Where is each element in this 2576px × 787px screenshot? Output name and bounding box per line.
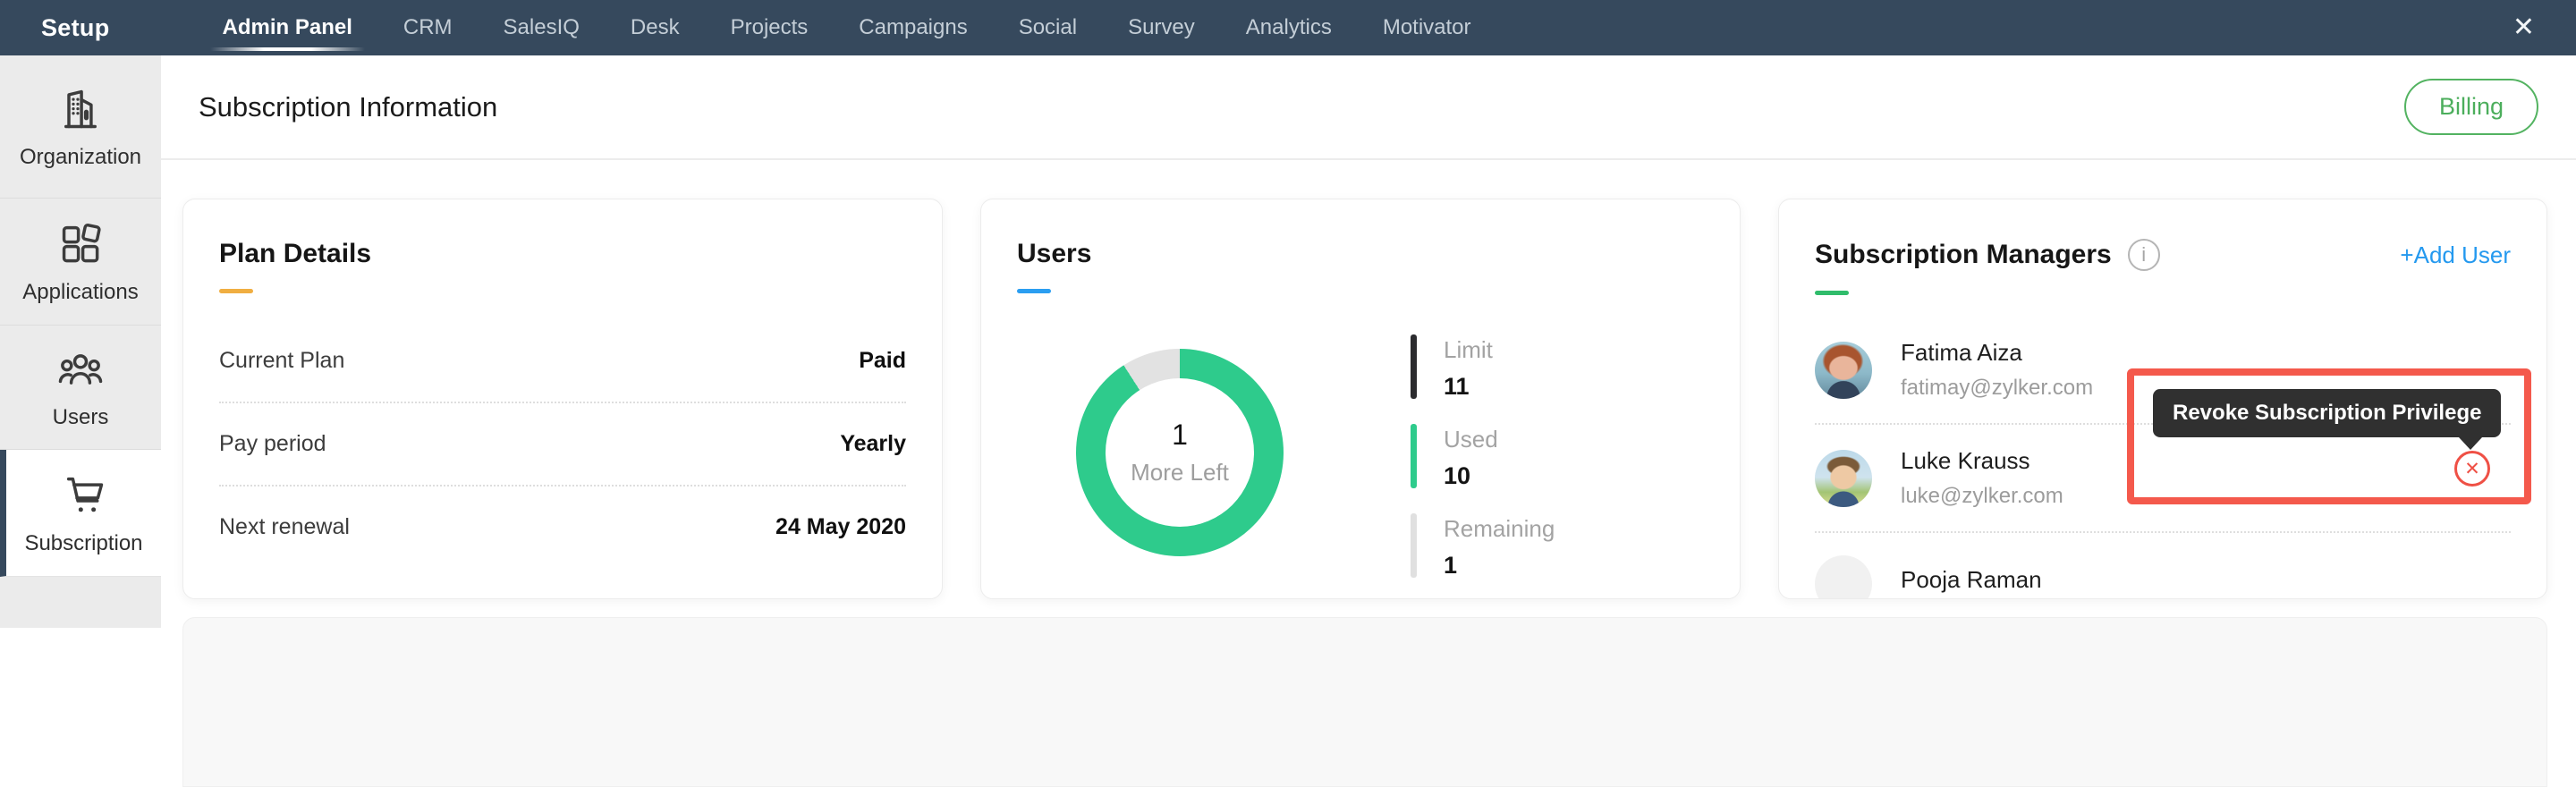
users-legend: Limit 11 Used 10 Remaining 1 <box>1411 334 1555 580</box>
manager-email: luke@zylker.com <box>1901 484 2063 508</box>
plan-details-title: Plan Details <box>219 239 372 268</box>
sidebar-item-label: Users <box>52 405 109 429</box>
organization-building-icon <box>55 84 106 134</box>
manager-email: fatimay@zylker.com <box>1901 376 2094 400</box>
app-title: Setup <box>41 13 110 41</box>
billing-button[interactable]: Billing <box>2404 79 2538 135</box>
users-card: Users 1 More Left Limit 11 <box>980 199 1741 599</box>
sidebar-item-organization[interactable]: Organization <box>0 55 161 199</box>
users-card-title: Users <box>1017 239 1092 268</box>
add-user-link[interactable]: +Add User <box>2400 241 2511 268</box>
avatar <box>1815 341 1872 399</box>
sidebar-item-label: Organization <box>19 144 142 169</box>
users-card-accent <box>1017 289 1051 293</box>
donut-center-value: 1 <box>1172 419 1188 451</box>
tab-analytics[interactable]: Analytics <box>1245 15 1332 39</box>
plan-details-rows: Current Plan Paid Pay period Yearly Next… <box>219 320 906 568</box>
tab-admin-panel[interactable]: Admin Panel <box>209 0 366 55</box>
plan-row-value: Paid <box>859 348 906 373</box>
legend-value: 11 <box>1444 373 1470 400</box>
avatar <box>1815 555 1872 598</box>
sidebar-item-applications[interactable]: Applications <box>0 199 161 326</box>
list-item-luke: Luke Krauss luke@zylker.com <box>1815 425 2511 533</box>
tab-salesiq[interactable]: SalesIQ <box>503 15 580 39</box>
tab-motivator[interactable]: Motivator <box>1382 15 1471 39</box>
legend-item-limit: Limit 11 <box>1411 334 1555 401</box>
manager-name: Luke Krauss <box>1901 447 2030 474</box>
tab-social[interactable]: Social <box>1018 15 1078 39</box>
plan-row-value: 24 May 2020 <box>775 514 906 539</box>
legend-value: 10 <box>1444 462 1471 489</box>
plan-details-accent <box>219 289 253 293</box>
legend-item-used: Used 10 <box>1411 424 1555 490</box>
subscription-managers-accent <box>1815 291 1849 295</box>
legend-bar <box>1411 424 1417 488</box>
list-item-pooja: Pooja Raman <box>1815 533 2511 598</box>
legend-label: Limit <box>1444 336 1493 363</box>
next-card-top-edge <box>182 617 2547 787</box>
avatar <box>1815 449 1872 507</box>
manager-name: Pooja Raman <box>1901 565 2042 593</box>
sidebar-item-label: Applications <box>22 279 139 304</box>
plan-row-current-plan: Current Plan Paid <box>219 320 906 403</box>
sidebar-item-subscription[interactable]: Subscription <box>0 450 161 577</box>
legend-bar <box>1411 513 1417 578</box>
legend-bar <box>1411 334 1417 399</box>
tab-campaigns[interactable]: Campaigns <box>859 15 968 39</box>
tab-survey[interactable]: Survey <box>1128 15 1195 39</box>
close-icon[interactable]: ✕ <box>2512 13 2535 42</box>
tooltip-arrow <box>2459 437 2482 450</box>
subscription-cart-icon <box>59 470 109 520</box>
users-donut-chart: 1 More Left <box>1076 349 1284 556</box>
donut-center: 1 More Left <box>1106 378 1254 527</box>
top-nav-tabs: Admin Panel CRM SalesIQ Desk Projects Ca… <box>209 0 1471 55</box>
manager-name: Fatima Aiza <box>1901 339 2022 366</box>
top-navigation-bar: Setup Admin Panel CRM SalesIQ Desk Proje… <box>0 0 2576 55</box>
revoke-tooltip: Revoke Subscription Privilege <box>2153 389 2502 450</box>
plan-row-label: Pay period <box>219 431 326 456</box>
plan-row-pay-period: Pay period Yearly <box>219 403 906 487</box>
sidebar-item-label: Subscription <box>24 530 143 555</box>
content-header: Subscription Information Billing <box>161 55 2576 160</box>
revoke-highlight-box: Revoke Subscription Privilege ✕ <box>2127 368 2531 504</box>
revoke-tooltip-text: Revoke Subscription Privilege <box>2173 401 2482 425</box>
plan-details-card: Plan Details Current Plan Paid Pay perio… <box>182 199 943 599</box>
users-group-icon <box>55 344 106 394</box>
page-title: Subscription Information <box>199 90 498 123</box>
plan-row-value: Yearly <box>840 431 906 456</box>
legend-value: 1 <box>1444 552 1458 579</box>
legend-label: Remaining <box>1444 515 1555 542</box>
applications-grid-icon <box>55 219 106 269</box>
sidebar-item-users[interactable]: Users <box>0 326 161 450</box>
legend-item-remaining: Remaining 1 <box>1411 513 1555 580</box>
tab-crm[interactable]: CRM <box>402 15 453 39</box>
donut-center-label: More Left <box>1131 459 1229 486</box>
tab-projects[interactable]: Projects <box>730 15 809 39</box>
revoke-subscription-icon[interactable]: ✕ <box>2454 451 2490 487</box>
subscription-managers-title: Subscription Managers <box>1815 240 2112 269</box>
tab-desk[interactable]: Desk <box>630 15 680 39</box>
plan-row-label: Current Plan <box>219 348 345 373</box>
info-icon[interactable]: i <box>2127 239 2160 271</box>
plan-row-next-renewal: Next renewal 24 May 2020 <box>219 487 906 568</box>
setup-sidebar: Organization Applications Users <box>0 55 161 628</box>
plan-row-label: Next renewal <box>219 514 350 539</box>
legend-label: Used <box>1444 426 1498 453</box>
